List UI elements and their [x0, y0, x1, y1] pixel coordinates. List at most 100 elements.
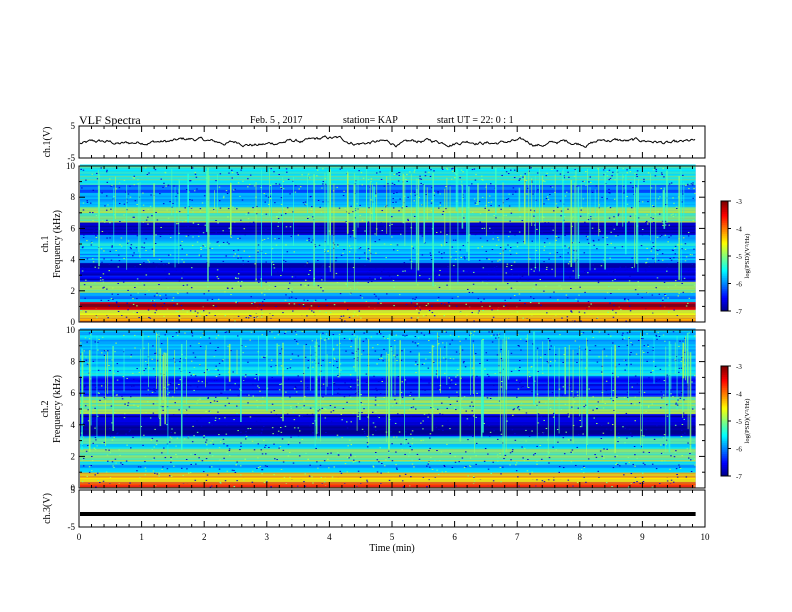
ch2-spectrogram-speckle: [442, 378, 444, 380]
ch2-spectrogram-speckle: [108, 377, 110, 379]
ch1-spectrogram-speckle: [94, 282, 96, 284]
ch1-spectrogram-freq-row: [80, 176, 696, 179]
ch2-spectrogram-speckle: [605, 389, 608, 391]
ch2-spectrogram-speckle: [379, 447, 381, 449]
ch2-spectrogram-colorbar-step: [721, 474, 728, 477]
ch1-spectrogram-freq-row: [80, 265, 696, 268]
ch2-spectrogram-speckle: [136, 470, 138, 472]
ch1-spectrogram-speckle: [673, 257, 675, 259]
ch1-spectrogram-freq-row: [80, 173, 696, 176]
ch1-spectrogram-speckle: [111, 287, 114, 289]
ch1-spectrogram-colorbar-step: [721, 228, 728, 231]
ch2-spectrogram-speckle: [658, 335, 661, 337]
ch2-spectrogram-speckle: [527, 386, 530, 388]
ch1-spectrogram-speckle: [237, 273, 240, 275]
ch1-spectrogram-speckle: [352, 280, 355, 282]
ch2-spectrogram-speckle: [512, 409, 515, 411]
ch2-spectrogram-speckle: [293, 388, 296, 390]
ch1-spectrogram-speckle: [681, 201, 683, 203]
ch2-spectrogram-speckle: [642, 483, 645, 485]
ch1-spectrogram-speckle: [392, 201, 394, 203]
ch3-ytick-label: 5: [71, 485, 76, 495]
ch2-spectrogram-speckle: [215, 418, 218, 420]
ch2-spectrogram-speckle: [444, 331, 446, 333]
ch1-spectrogram-speckle: [147, 209, 150, 211]
ch2-spectrogram-speckle: [691, 408, 694, 410]
ch1-spectrogram-speckle: [333, 304, 336, 306]
ch2-spectrogram-colorbar-step: [721, 371, 728, 374]
ch2-spectrogram-freq-row: [80, 348, 696, 351]
ch2-spectrogram-speckle: [626, 422, 628, 424]
ch1-spectrogram-speckle: [195, 176, 198, 178]
ch2-spectrogram-speckle: [405, 382, 407, 384]
ch1-spectrogram-speckle: [162, 264, 165, 266]
ch1-spectrogram-freq-row: [80, 281, 696, 284]
ch1-spectrogram-speckle: [631, 267, 634, 269]
ch1-spectrogram-colorbar-step: [721, 268, 728, 272]
ch1-spectrogram-speckle: [536, 172, 539, 174]
ch1-spectrogram-speckle: [86, 240, 88, 242]
ch2-spectrogram-speckle: [239, 388, 241, 390]
ch1-spectrogram-speckle: [176, 303, 179, 305]
ch1-spectrogram-speckle: [271, 261, 274, 263]
ch1-spectrogram-speckle: [317, 285, 320, 287]
ch1-spectrogram-speckle: [292, 211, 294, 213]
ch1-spectrogram-speckle: [349, 293, 352, 295]
ch1-spectrogram-speckle: [97, 267, 100, 269]
ch2-spectrogram-speckle: [196, 386, 199, 388]
ch1-spectrogram-speckle: [460, 169, 463, 171]
ch2-spectrogram-speckle: [452, 358, 455, 360]
ch2-spectrogram-freq-row: [80, 341, 696, 344]
ch1-spectrogram-speckle: [598, 229, 600, 231]
ch2-spectrogram-speckle: [461, 457, 464, 459]
ch2-spectrogram-speckle: [684, 432, 686, 434]
ch2-spectrogram-speckle: [190, 374, 192, 376]
ch2-spectrogram-freq-row: [80, 345, 696, 348]
ch1-spectrogram-speckle: [690, 183, 693, 185]
ch1-spectrogram-speckle: [579, 215, 582, 217]
ch2-spectrogram-speckle: [499, 466, 502, 468]
ch2-spectrogram-speckle: [648, 451, 650, 453]
ch1-spectrogram-speckle: [158, 263, 160, 265]
ch2-spectrogram-speckle: [91, 460, 94, 462]
ch1-spectrogram-freq-row: [80, 253, 696, 256]
ch1-spectrogram-speckle: [145, 274, 148, 276]
ch1-spectrogram-speckle: [361, 297, 364, 299]
ch2-spectrogram-speckle: [492, 461, 494, 463]
ch1-spectrogram-speckle: [431, 305, 433, 307]
ch1-spectrogram-speckle: [282, 207, 284, 209]
ch1-spectrogram-speckle: [652, 218, 654, 220]
ch1-spectrogram-speckle: [368, 270, 371, 272]
ch1-spectrogram-speckle: [224, 315, 227, 317]
ch2-spectrogram-speckle: [439, 460, 441, 462]
ch1-spectrogram-speckle: [634, 185, 636, 187]
ch2-spectrogram-speckle: [265, 444, 267, 446]
ch2-spectrogram-speckle: [475, 455, 477, 457]
ch1-spectrogram-speckle: [365, 300, 368, 302]
ch1-spectrogram-speckle: [456, 228, 458, 230]
ch2-spectrogram-colorbar-step: [721, 472, 728, 475]
ch2-spectrogram-speckle: [95, 387, 97, 389]
ch2-spectrogram-speckle: [242, 352, 244, 354]
ch2-spectrogram-speckle: [251, 440, 254, 442]
ch1-spectrogram-speckle: [103, 258, 105, 260]
ch1-spectrogram-speckle: [508, 284, 510, 286]
ch1-spectrogram-speckle: [179, 317, 181, 319]
ch1-spectrogram-speckle: [439, 269, 441, 271]
ch2-spectrogram-speckle: [206, 474, 209, 476]
ch2-spectrogram-speckle: [398, 431, 401, 433]
ch2-spectrogram-speckle: [487, 453, 489, 455]
ch1-spectrogram-speckle: [430, 169, 432, 171]
ch1-spectrogram-speckle: [141, 231, 143, 233]
ch1-spectrogram-speckle: [446, 167, 448, 169]
ch1-spectrogram-speckle: [110, 208, 112, 210]
ch2-spectrogram-speckle: [369, 424, 371, 426]
ch2-spectrogram-speckle: [228, 448, 231, 450]
ch2-spectrogram-speckle: [199, 336, 202, 338]
ch1-spectrogram-speckle: [398, 171, 401, 173]
ch1-spectrogram-speckle: [451, 246, 454, 248]
ch1-spectrogram-speckle: [536, 228, 538, 230]
ch1-spectrogram-speckle: [422, 315, 425, 317]
ch1-spectrogram-speckle: [687, 235, 690, 237]
